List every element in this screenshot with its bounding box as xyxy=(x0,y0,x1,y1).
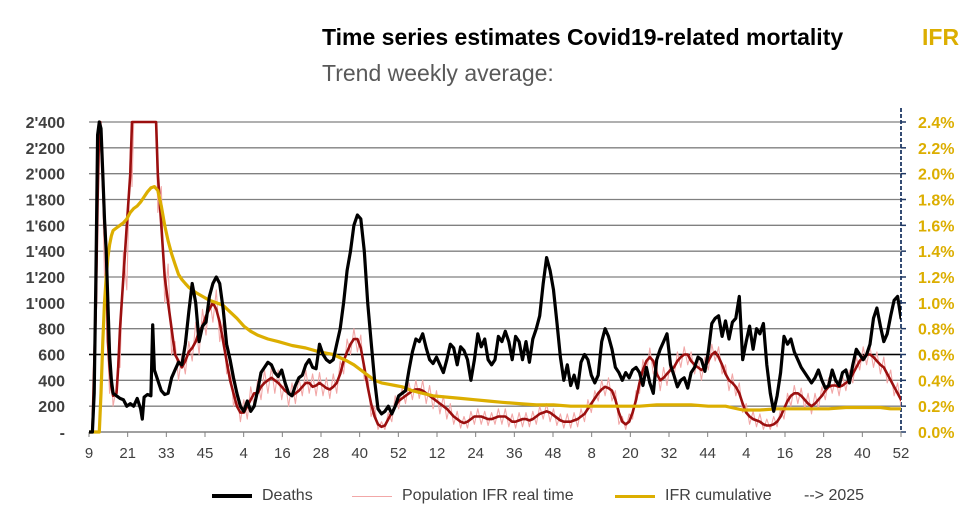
legend-item-deaths: Deaths xyxy=(212,487,313,505)
legend-swatch-pop-ifr xyxy=(352,495,392,497)
left-tick-label-3: 600 xyxy=(38,348,65,365)
x-tick-label-10: 24 xyxy=(467,445,484,462)
x-tick-label-3: 45 xyxy=(197,445,214,462)
chart-subtitle: Trend weekly average: xyxy=(322,60,554,86)
right-tick-label-5: 1.0% xyxy=(918,296,954,313)
grid-lines xyxy=(89,121,901,407)
right-tick-label-1: 0.2% xyxy=(918,399,954,416)
left-axis-ticks: - 200 400 600 800 1'000 1'200 1'400 1'600 1'800 2'… xyxy=(26,115,66,442)
left-tick-label-10: 2'000 xyxy=(26,167,66,184)
legend-swatch-ifr-cumulative xyxy=(615,494,655,498)
right-axis-ticks: 0.0% 0.2% 0.4% 0.6% 0.8% 1.0% 1.2% 1.4% 1.6% 1.8%… xyxy=(901,115,954,442)
x-tick-label-5: 16 xyxy=(274,445,291,462)
x-tick-label-12: 48 xyxy=(545,445,562,462)
x-tick-label-1: 21 xyxy=(119,445,136,462)
ifr-axis-title: IFR xyxy=(922,24,960,50)
axes xyxy=(89,108,902,433)
right-tick-label-10: 2.0% xyxy=(918,167,954,184)
series-lines xyxy=(89,120,901,434)
legend-note: --> 2025 xyxy=(804,487,864,505)
left-tick-label-5: 1'000 xyxy=(26,296,66,313)
x-tick-label-19: 28 xyxy=(815,445,832,462)
left-tick-label-9: 1'800 xyxy=(26,193,66,210)
right-tick-label-12: 2.4% xyxy=(918,115,954,132)
x-tick-label-8: 52 xyxy=(390,445,407,462)
x-tick-label-16: 44 xyxy=(699,445,716,462)
x-tick-label-4: 4 xyxy=(239,445,247,462)
x-tick-label-11: 36 xyxy=(506,445,523,462)
left-tick-label-4: 800 xyxy=(38,322,65,339)
x-tick-label-9: 12 xyxy=(429,445,446,462)
right-tick-label-9: 1.8% xyxy=(918,193,954,210)
x-tick-label-17: 4 xyxy=(742,445,750,462)
right-tick-label-7: 1.4% xyxy=(918,244,954,261)
x-tick-label-14: 20 xyxy=(622,445,639,462)
x-tick-label-7: 40 xyxy=(351,445,368,462)
x-tick-label-21: 52 xyxy=(893,445,910,462)
right-tick-label-4: 0.8% xyxy=(918,322,954,339)
legend-label-deaths: Deaths xyxy=(262,487,313,504)
right-tick-label-11: 2.2% xyxy=(918,141,954,158)
series-deaths xyxy=(89,120,901,434)
legend-label-pop-ifr: Population IFR real time xyxy=(402,487,574,504)
left-tick-label-12: 2'400 xyxy=(26,115,66,132)
chart-title: Time series estimates Covid19-related mo… xyxy=(322,24,844,50)
right-tick-label-6: 1.2% xyxy=(918,270,954,287)
left-tick-label-11: 2'200 xyxy=(26,141,66,158)
left-tick-label-6: 1'200 xyxy=(26,270,66,287)
legend-item-ifr-cumulative: IFR cumulative xyxy=(615,487,772,505)
legend-swatch-deaths xyxy=(212,494,252,498)
legend-note-label: --> 2025 xyxy=(804,487,865,504)
x-axis-ticks: 9 21 33 45 4 16 28 40 52 12 24 36 48 8 20 32 44 4 16 28 40 52 xyxy=(85,432,910,462)
x-tick-label-2: 33 xyxy=(158,445,175,462)
x-tick-label-15: 32 xyxy=(661,445,678,462)
x-tick-label-13: 8 xyxy=(587,445,595,462)
x-tick-label-20: 40 xyxy=(854,445,871,462)
series-ifr-cumulative xyxy=(89,185,901,434)
left-tick-label-8: 1'600 xyxy=(26,218,66,235)
right-tick-label-2: 0.4% xyxy=(918,373,954,390)
legend-label-ifr-cumulative: IFR cumulative xyxy=(665,487,772,504)
left-tick-label-2: 400 xyxy=(38,373,65,390)
legend-item-pop-ifr: Population IFR real time xyxy=(352,487,574,505)
x-tick-label-6: 28 xyxy=(313,445,330,462)
left-tick-label-1: 200 xyxy=(38,399,65,416)
right-tick-label-0: 0.0% xyxy=(918,425,954,442)
right-tick-label-3: 0.6% xyxy=(918,348,954,365)
x-tick-label-0: 9 xyxy=(85,445,93,462)
right-tick-label-8: 1.6% xyxy=(918,218,954,235)
left-tick-label-7: 1'400 xyxy=(26,244,66,261)
x-tick-label-18: 16 xyxy=(777,445,794,462)
left-tick-label-0: - xyxy=(60,425,65,442)
